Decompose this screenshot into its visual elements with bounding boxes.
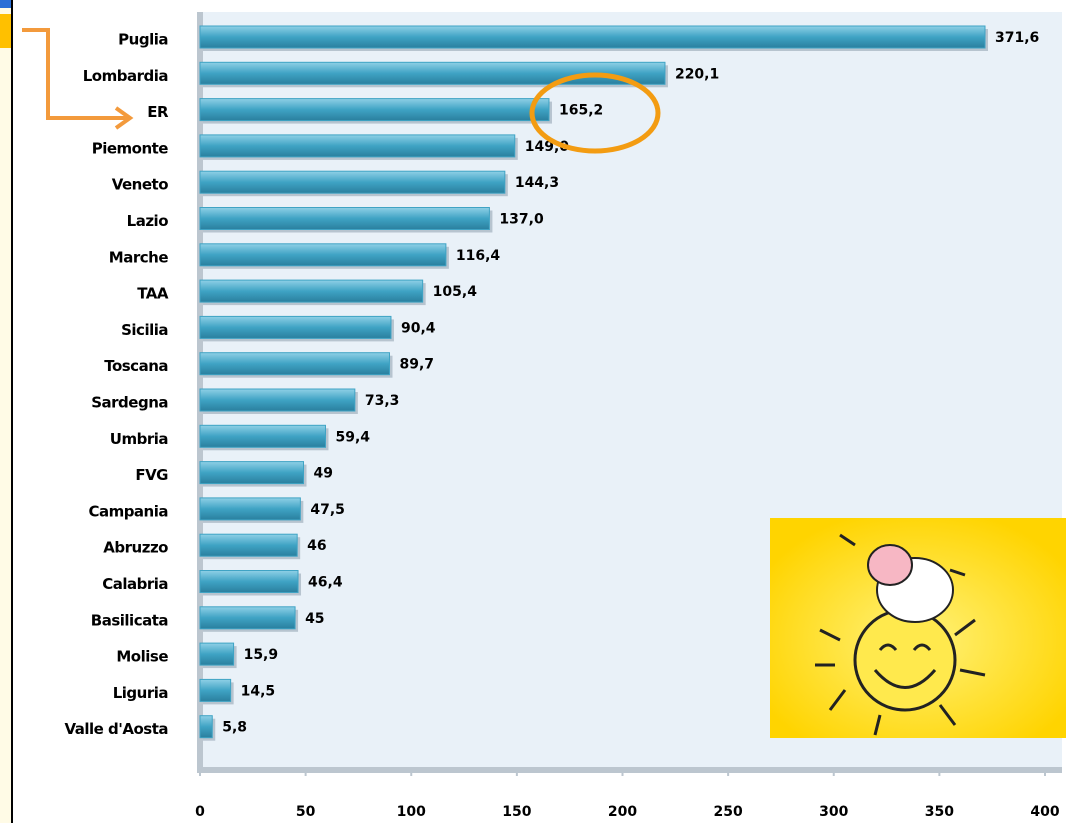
value-label: 46,4 (308, 575, 343, 591)
value-label: 47,5 (310, 502, 345, 518)
category-label: Molise (116, 648, 168, 666)
bar (200, 316, 391, 338)
category-label: Marche (109, 248, 169, 266)
value-label: 59,4 (335, 429, 370, 445)
x-tick-label: 400 (1030, 804, 1059, 820)
category-label: Piemonte (92, 139, 169, 157)
bar (200, 171, 505, 193)
bar (200, 135, 515, 157)
category-label: Abruzzo (103, 539, 168, 557)
category-label: Toscana (104, 357, 168, 375)
bar (200, 353, 389, 375)
value-label: 89,7 (399, 357, 434, 373)
category-label: Sardegna (91, 394, 168, 412)
value-label: 105,4 (433, 284, 478, 300)
category-label: Calabria (102, 575, 168, 593)
x-tick-label: 100 (397, 804, 426, 820)
bar (200, 498, 300, 520)
category-label: Veneto (112, 176, 168, 194)
category-label: Umbria (110, 430, 168, 448)
value-label: 49 (314, 466, 333, 482)
value-label: 116,4 (456, 248, 501, 264)
category-label: FVG (135, 466, 168, 484)
bar (200, 716, 212, 738)
x-tick-label: 150 (502, 804, 531, 820)
category-label: Basilicata (91, 611, 168, 629)
value-label: 14,5 (241, 683, 276, 699)
x-tick-label: 200 (608, 804, 637, 820)
value-label: 46 (307, 538, 326, 554)
value-label: 220,1 (675, 66, 719, 82)
value-label: 45 (305, 611, 324, 627)
category-label: Lazio (127, 212, 169, 230)
value-label: 5,8 (222, 720, 247, 736)
sun-image (770, 518, 1066, 738)
x-tick-label: 0 (195, 804, 205, 820)
category-label: TAA (137, 285, 169, 303)
bar (200, 679, 231, 701)
bar (200, 643, 234, 665)
bar (200, 425, 325, 447)
value-label: 90,4 (401, 320, 436, 336)
value-label: 137,0 (499, 212, 544, 228)
category-label: Sicilia (121, 321, 168, 339)
value-label: 73,3 (365, 393, 400, 409)
category-label: Puglia (118, 31, 168, 49)
bar (200, 26, 985, 48)
bar (200, 607, 295, 629)
bar (200, 571, 298, 593)
category-label: ER (147, 103, 169, 121)
value-label: 144,3 (515, 175, 559, 191)
x-tick-label: 50 (296, 804, 316, 820)
bar (200, 462, 304, 484)
category-label: Valle d'Aosta (64, 720, 168, 738)
bar (200, 244, 446, 266)
value-label: 371,6 (995, 30, 1039, 46)
x-tick-label: 300 (819, 804, 848, 820)
category-label: Campania (88, 502, 168, 520)
category-label: Lombardia (83, 67, 168, 85)
bar (200, 99, 549, 121)
bar (200, 534, 297, 556)
chart: 0 50 100 150 200 250 300 350 400 Puglia 371,6 Lomba… (0, 0, 1066, 823)
bar (200, 389, 355, 411)
x-tick-label: 350 (925, 804, 954, 820)
x-tick-label: 250 (714, 804, 743, 820)
table-strip (0, 0, 12, 823)
bar (200, 280, 423, 302)
value-label: 15,9 (244, 647, 279, 663)
category-label: Liguria (113, 684, 168, 702)
bar (200, 208, 489, 230)
value-label: 165,2 (559, 103, 603, 119)
